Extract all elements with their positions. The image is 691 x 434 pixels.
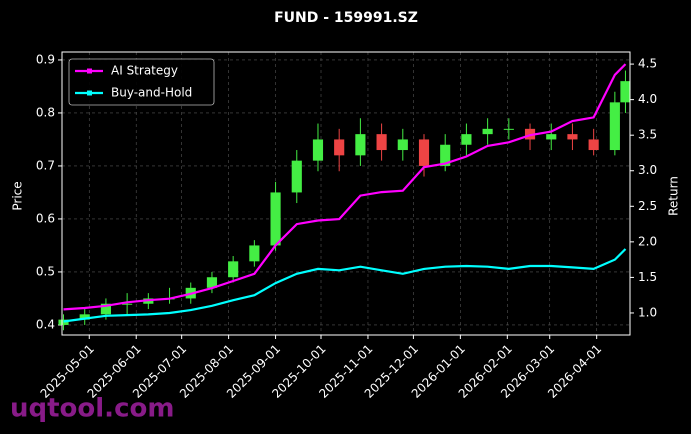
y-axis-label: Price — [11, 181, 25, 210]
candle-body — [588, 139, 599, 151]
candle-body — [228, 261, 239, 278]
legend-marker — [87, 68, 92, 74]
candle-body — [440, 144, 451, 166]
legend-label: AI Strategy — [111, 64, 178, 78]
y2-tick-label: 1.0 — [638, 305, 657, 319]
line-series — [63, 63, 627, 311]
line-series — [63, 248, 627, 323]
y-tick-label: 0.5 — [36, 264, 55, 278]
candle-body — [334, 139, 345, 156]
candle-body — [312, 139, 324, 161]
candle-body — [355, 134, 366, 156]
legend-label: Buy-and-Hold — [111, 86, 192, 100]
candle-body — [100, 303, 111, 315]
y2-tick-label: 2.5 — [638, 199, 657, 213]
y-tick-label: 0.4 — [36, 317, 55, 331]
candle-body — [206, 277, 218, 288]
chart-title: FUND - 159991.SZ — [274, 10, 418, 26]
candle-body — [609, 102, 620, 151]
candle-body — [79, 314, 90, 320]
candle-body — [482, 128, 493, 135]
candle-body — [291, 160, 302, 193]
candle-body — [58, 319, 69, 325]
candle-body — [249, 245, 260, 262]
legend-box — [68, 58, 215, 106]
y2-tick-label: 3.5 — [638, 128, 657, 142]
legend-marker — [87, 90, 92, 96]
candle-body — [546, 134, 557, 140]
candle-body — [397, 139, 408, 151]
y2-tick-label: 1.5 — [638, 270, 657, 284]
y-tick-label: 0.6 — [36, 211, 55, 225]
y2-axis-label: Return — [667, 176, 681, 216]
y2-tick-label: 3.0 — [638, 163, 657, 177]
candle-body — [376, 134, 387, 151]
y-tick-label: 0.8 — [36, 105, 55, 119]
candle-body — [270, 192, 281, 246]
candle-body — [461, 134, 472, 145]
watermark: uqtool.com — [10, 394, 174, 424]
y-tick-label: 0.9 — [36, 52, 55, 66]
y2-tick-label: 4.5 — [638, 57, 657, 71]
candle-body — [503, 128, 514, 130]
y2-tick-label: 2.0 — [638, 234, 657, 248]
plot-frame — [61, 51, 631, 336]
candle-body — [418, 139, 430, 166]
y2-tick-label: 4.0 — [638, 92, 657, 106]
candle-body — [620, 81, 631, 103]
candle-body — [567, 134, 578, 140]
candle-body — [122, 303, 133, 305]
y-tick-label: 0.7 — [36, 158, 55, 172]
